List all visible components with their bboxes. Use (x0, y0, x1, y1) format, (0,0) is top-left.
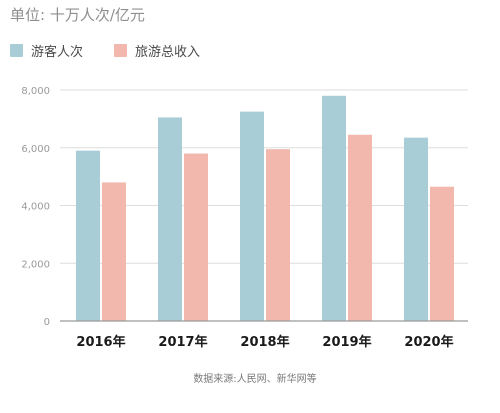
y-tick-label: 8,000 (21, 86, 50, 97)
bar-revenue-4 (430, 186, 454, 321)
y-tick-label: 4,000 (21, 202, 50, 213)
bar-visitors-3 (322, 95, 346, 322)
x-tick-label: 2016年 (76, 334, 125, 350)
y-tick-label: 6,000 (21, 144, 50, 155)
bar-visitors-0 (76, 150, 100, 321)
bar-visitors-1 (158, 117, 182, 322)
y-tick-label: 2,000 (21, 259, 50, 270)
x-tick-label: 2018年 (240, 334, 289, 350)
legend-swatch-revenue (114, 44, 127, 57)
bar-visitors-4 (404, 137, 428, 321)
legend-label-visitors: 游客人次 (31, 44, 83, 60)
bar-revenue-2 (266, 149, 290, 321)
y-axis: 0 2,000 4,000 6,000 8,000 (21, 86, 50, 328)
bar-visitors-2 (240, 111, 264, 321)
bar-revenue-3 (348, 134, 372, 321)
x-tick-label: 2017年 (158, 334, 207, 350)
unit-label: 单位: 十万人次/亿元 (10, 6, 145, 24)
y-tick-label: 0 (44, 317, 50, 328)
legend-label-revenue: 旅游总收入 (135, 45, 200, 60)
legend-swatch-visitors (10, 44, 23, 57)
source-note: 数据来源:人民网、新华网等 (193, 372, 316, 385)
legend: 游客人次 旅游总收入 (10, 44, 200, 60)
x-tick-label: 2020年 (404, 334, 453, 350)
bars (76, 95, 454, 322)
bar-revenue-0 (102, 182, 126, 321)
x-tick-label: 2019年 (322, 334, 371, 350)
bar-revenue-1 (184, 153, 208, 321)
x-axis: 2016年 2017年 2018年 2019年 2020年 (76, 334, 453, 350)
